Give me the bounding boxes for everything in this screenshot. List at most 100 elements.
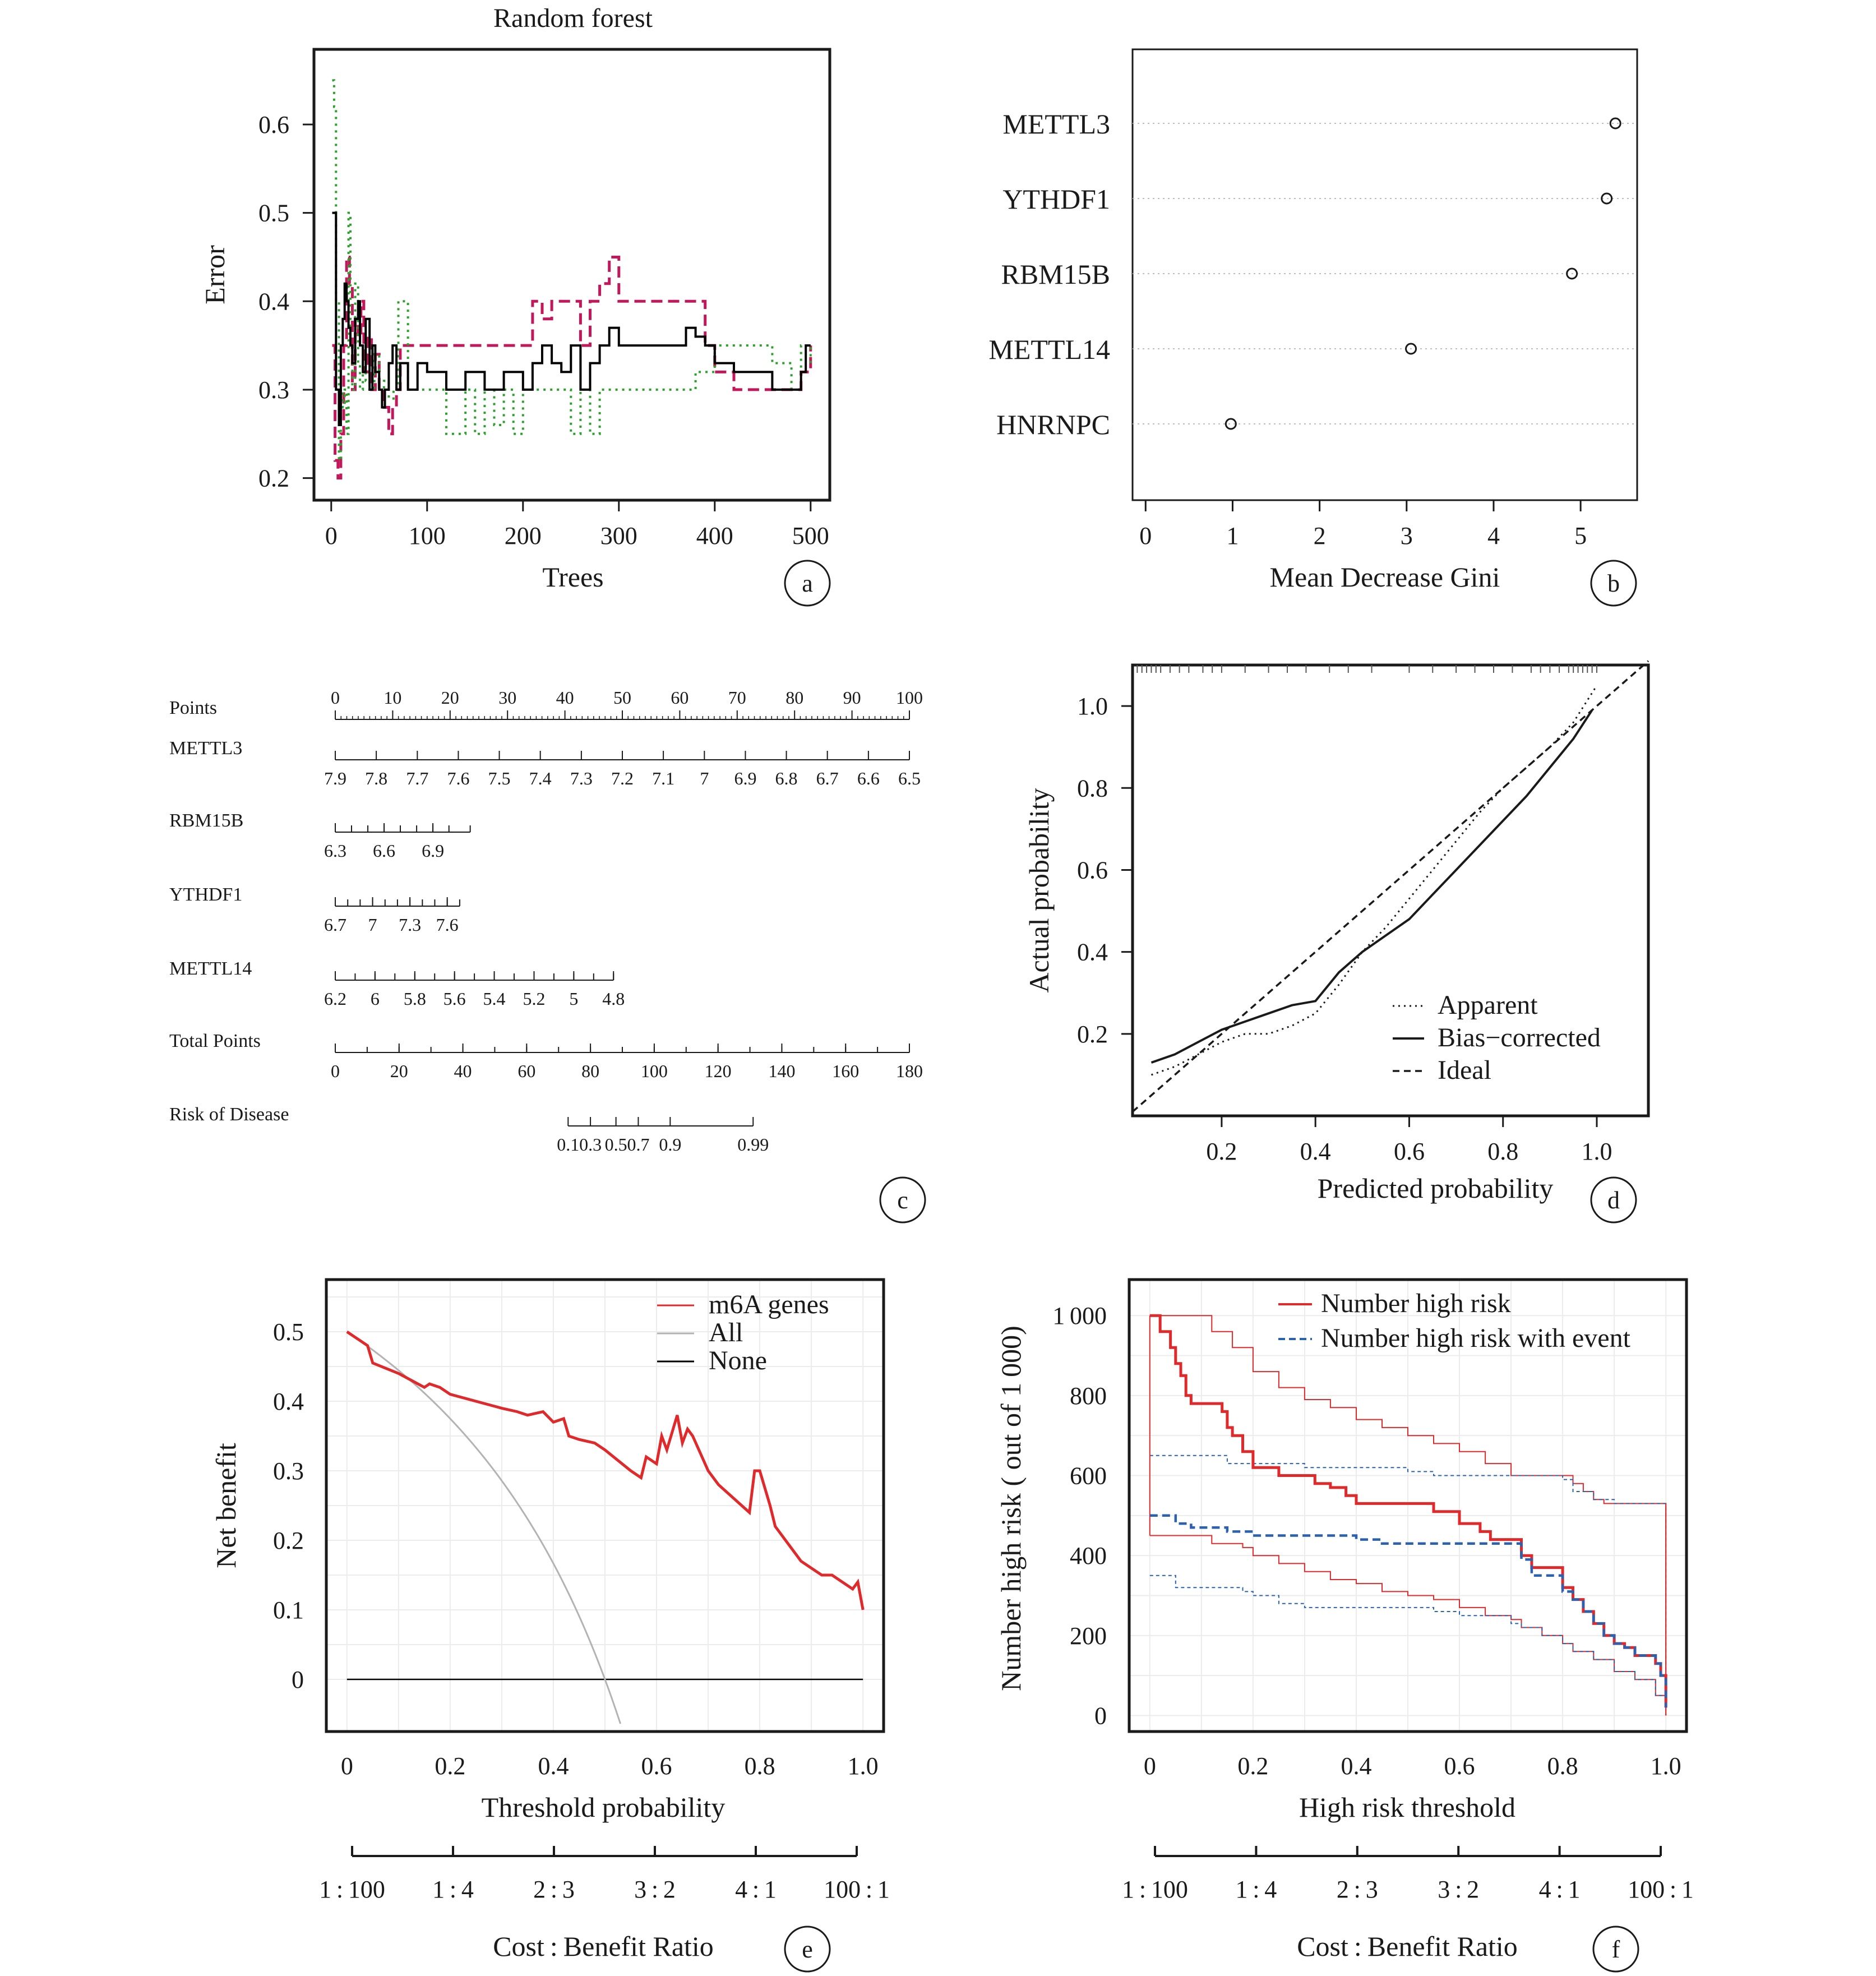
x-tick-label: 0.8: [745, 1752, 775, 1780]
x-tick-label: 1: [1226, 522, 1239, 550]
rug-ticks: [1136, 665, 1597, 673]
tick-label: 7.5: [488, 768, 511, 788]
tick-label: 140: [768, 1061, 795, 1081]
cost-benefit-label: Cost : Benefit Ratio: [493, 1931, 714, 1962]
x-tick-label: 500: [792, 522, 829, 550]
importance-point: [1609, 117, 1621, 130]
legend: Number high risk Number high risk with ev…: [1278, 1289, 1631, 1353]
tick-label: 6.3: [324, 841, 346, 861]
cost-tick-label: 4 : 1: [1539, 1876, 1581, 1903]
x-axis-label: High risk threshold: [1299, 1792, 1515, 1823]
x-tick-label: 0.4: [1300, 1138, 1331, 1165]
x-axis-label: Mean Decrease Gini: [1270, 561, 1500, 593]
panel-letter-circle: [784, 1926, 831, 1973]
y-tick-label: 0.2: [273, 1527, 304, 1554]
tick-label: 7: [368, 915, 377, 935]
x-axis: 0 0.2 0.4 0.6 0.8 1.0: [341, 1752, 879, 1780]
cost-tick-label: 3 : 2: [634, 1876, 676, 1903]
x-axis-label: Threshold probability: [482, 1792, 726, 1823]
plot-frame: [1128, 1278, 1688, 1733]
x-tick-label: 3: [1401, 522, 1413, 550]
tick-label: 0.9: [659, 1134, 681, 1155]
cost-tick-label: 1 : 4: [432, 1876, 474, 1903]
panel-letter: f: [1612, 1936, 1620, 1963]
nomogram-row-label: Total Points: [169, 1031, 261, 1051]
panel-letter: e: [802, 1936, 813, 1963]
tick-label: 7.1: [652, 768, 674, 788]
tick-label: 7.6: [447, 768, 469, 788]
tick-label: 160: [832, 1061, 859, 1081]
nomogram-row-label: Points: [169, 698, 217, 718]
tick-label: 4.8: [602, 989, 625, 1009]
cost-tick-label: 2 : 3: [533, 1876, 575, 1903]
tick-label: 5.2: [523, 989, 546, 1009]
x-tick-label: 0.2: [435, 1752, 465, 1780]
cost-tick-label: 100 : 1: [1628, 1876, 1694, 1903]
tick-label: 7.4: [529, 768, 552, 788]
tick-label: 5.8: [404, 989, 426, 1009]
tick-label: 90: [843, 687, 861, 708]
cost-benefit-axis: 1 : 100 1 : 4 2 : 3 3 : 2 4 : 1 100 : 1: [319, 1846, 890, 1903]
tick-label: 7.7: [406, 768, 428, 788]
x-tick-label: 0.6: [641, 1752, 672, 1780]
calibration-series: [1150, 709, 1593, 1064]
tick-label: 6.9: [422, 841, 444, 861]
x-tick-label: 0.8: [1487, 1138, 1518, 1165]
y-axis-label: Number high risk ( out of 1 000): [995, 1326, 1027, 1691]
x-axis: 0 100 200 300 400 500: [325, 500, 829, 550]
m6a-genes-line: [346, 1330, 865, 1610]
tick-label: 30: [498, 687, 516, 708]
nomogram-row-label: RBM15B: [169, 810, 243, 831]
y-tick-label: 0.3: [273, 1457, 304, 1485]
y-tick-label: 0: [292, 1666, 304, 1693]
panel-letter: b: [1607, 570, 1620, 597]
importance-point: [1405, 343, 1417, 355]
x-tick-label: 1.0: [1651, 1752, 1681, 1780]
y-axis: 0 200 400 600 800 1 000: [1052, 1302, 1107, 1729]
number-high-risk-with-event-line: [1149, 1514, 1667, 1708]
y-tick-label: 0.6: [1077, 856, 1108, 884]
y-tick-label: 0.8: [1077, 774, 1108, 802]
tick-label: 50: [613, 687, 631, 708]
legend-label: Bias−corrected: [1438, 1023, 1601, 1052]
tick-label: 0.99: [737, 1134, 769, 1155]
error-series-class1: [332, 79, 812, 462]
tick-label: 40: [556, 687, 574, 708]
nomogram-row-label: YTHDF1: [169, 884, 242, 905]
y-tick-label: 1.0: [1077, 692, 1108, 720]
gene-label: METTL3: [1002, 108, 1110, 140]
tick-label: 0.1: [557, 1134, 579, 1155]
tick-label: 7.9: [324, 768, 346, 788]
legend-label: Number high risk: [1321, 1289, 1511, 1318]
y-tick-label: 200: [1070, 1622, 1107, 1650]
x-tick-label: 300: [600, 522, 637, 550]
cost-benefit-axis: 1 : 100 1 : 4 2 : 3 3 : 2 4 : 1 100 : 1: [1122, 1846, 1694, 1903]
x-tick-label: 0.2: [1206, 1138, 1237, 1165]
x-tick-label: 0: [1139, 522, 1152, 550]
x-tick-label: 2: [1314, 522, 1326, 550]
x-tick-label: 0.8: [1547, 1752, 1578, 1780]
x-axis: 0.2 0.4 0.6 0.8 1.0: [1206, 1116, 1612, 1165]
nomogram-row-label: METTL3: [169, 738, 242, 759]
nomogram-row-label: Risk of Disease: [169, 1104, 289, 1125]
x-tick-label: 4: [1487, 522, 1500, 550]
calibration-series: [1131, 660, 1649, 1113]
x-tick-label: 400: [696, 522, 733, 550]
x-axis-label: Trees: [542, 561, 603, 593]
tick-label: 6.7: [324, 915, 346, 935]
panel-letter-circle: [879, 1176, 926, 1224]
tick-label: 6.7: [816, 768, 839, 788]
importance-point: [1601, 192, 1613, 205]
x-tick-label: 5: [1574, 522, 1587, 550]
tick-label: 5.4: [483, 989, 506, 1009]
y-tick-label: 0.4: [273, 1388, 304, 1415]
x-tick-label: 1.0: [848, 1752, 879, 1780]
x-tick-label: 0.6: [1394, 1138, 1425, 1165]
y-axis: 0 0.1 0.2 0.3 0.4 0.5: [273, 1318, 304, 1693]
importance-point: [1566, 267, 1578, 280]
x-axis: 0 0.2 0.4 0.6 0.8 1.0: [1144, 1752, 1681, 1780]
